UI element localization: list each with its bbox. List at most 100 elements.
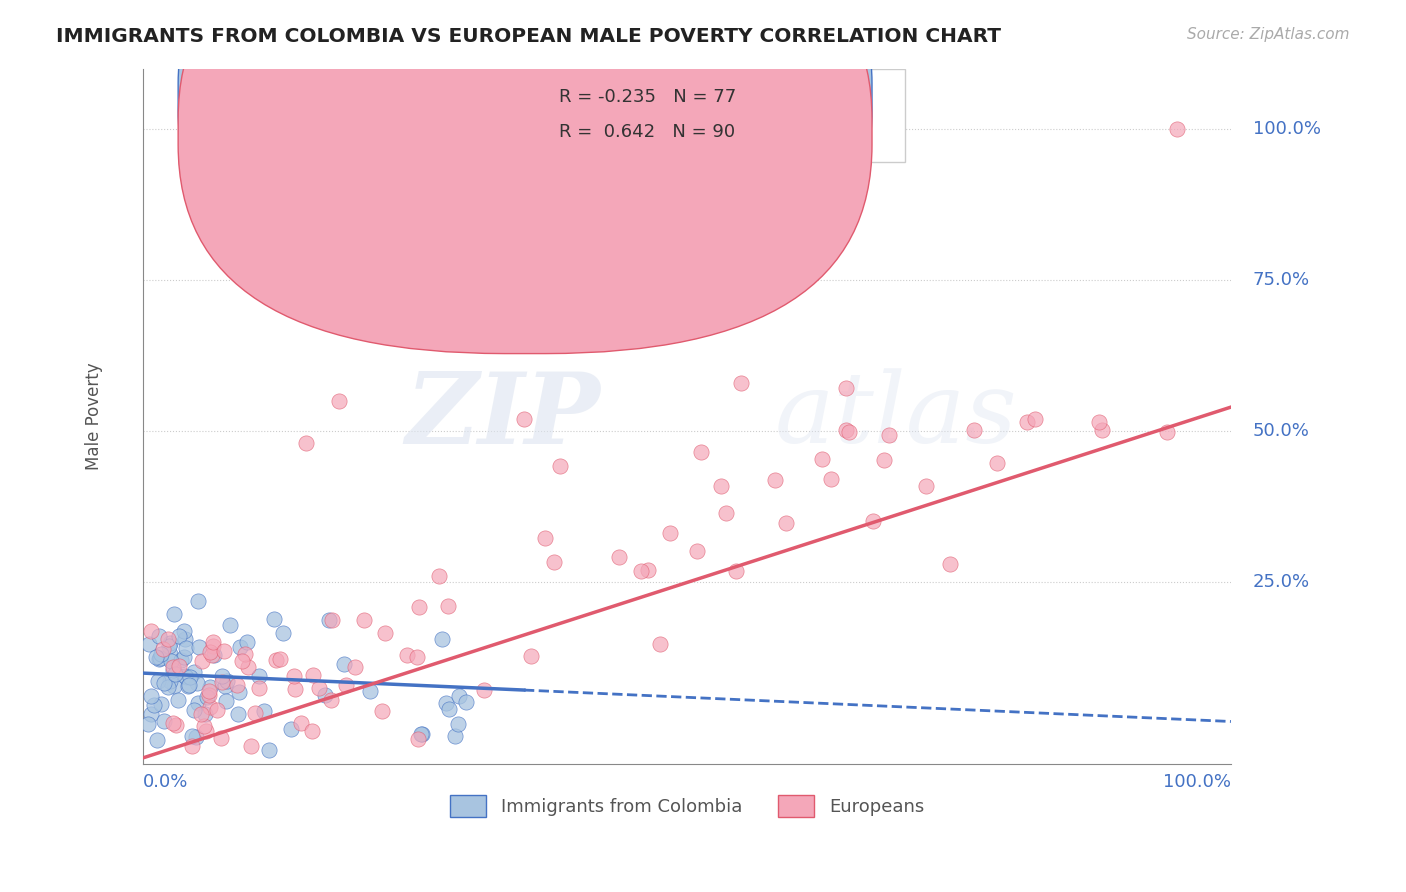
Point bbox=[142, 698, 165, 712]
Point bbox=[229, 640, 252, 654]
Point bbox=[167, 693, 190, 707]
Text: R = -0.235   N = 77: R = -0.235 N = 77 bbox=[558, 88, 735, 106]
Point bbox=[160, 654, 183, 668]
Text: R =  0.642   N = 90: R = 0.642 N = 90 bbox=[558, 123, 735, 141]
Point bbox=[472, 682, 495, 697]
Text: 100.0%: 100.0% bbox=[1253, 120, 1320, 138]
Point bbox=[264, 653, 287, 667]
Text: 75.0%: 75.0% bbox=[1253, 271, 1310, 289]
Point bbox=[321, 613, 343, 627]
Point bbox=[195, 724, 218, 739]
Point bbox=[986, 456, 1008, 470]
Point bbox=[228, 684, 250, 698]
Point bbox=[209, 731, 232, 746]
Point bbox=[180, 739, 202, 753]
Point bbox=[201, 634, 224, 648]
Point bbox=[162, 660, 184, 674]
Point bbox=[181, 729, 204, 743]
Legend: Immigrants from Colombia, Europeans: Immigrants from Colombia, Europeans bbox=[443, 788, 931, 824]
Point bbox=[198, 699, 221, 714]
Point bbox=[271, 626, 294, 640]
Text: atlas: atlas bbox=[775, 368, 1017, 464]
Point bbox=[283, 681, 305, 696]
Point bbox=[257, 742, 280, 756]
Point bbox=[534, 531, 557, 545]
Point bbox=[173, 624, 195, 638]
Point bbox=[235, 635, 257, 649]
Point bbox=[165, 718, 187, 732]
Point bbox=[763, 473, 786, 487]
Point bbox=[710, 479, 733, 493]
Point bbox=[194, 707, 217, 722]
Point bbox=[430, 632, 453, 647]
Point bbox=[162, 716, 184, 731]
Point bbox=[730, 376, 752, 390]
Point bbox=[690, 444, 713, 458]
Text: ZIP: ZIP bbox=[405, 368, 600, 465]
Point bbox=[353, 613, 375, 627]
Point bbox=[139, 624, 162, 639]
Point bbox=[202, 639, 225, 653]
Point bbox=[226, 707, 249, 722]
Point bbox=[159, 647, 181, 661]
Point bbox=[174, 670, 197, 684]
Text: Male Poverty: Male Poverty bbox=[86, 362, 104, 470]
Point bbox=[835, 423, 858, 437]
Point bbox=[211, 674, 233, 689]
Point bbox=[427, 569, 450, 583]
Point bbox=[447, 690, 470, 704]
Point bbox=[321, 693, 343, 707]
Point bbox=[630, 564, 652, 578]
Point bbox=[187, 640, 209, 654]
FancyBboxPatch shape bbox=[481, 69, 904, 162]
Point bbox=[820, 472, 842, 486]
Point bbox=[263, 612, 285, 626]
Point bbox=[205, 702, 228, 716]
Point bbox=[183, 665, 205, 680]
Point bbox=[157, 639, 180, 653]
Point bbox=[963, 423, 986, 437]
FancyBboxPatch shape bbox=[179, 0, 872, 353]
Point bbox=[548, 459, 571, 474]
Point bbox=[835, 381, 858, 395]
Point bbox=[838, 425, 860, 440]
Point bbox=[447, 717, 470, 731]
Point bbox=[247, 669, 270, 683]
Point bbox=[290, 715, 312, 730]
Point bbox=[406, 732, 429, 747]
Point bbox=[217, 673, 239, 688]
Point bbox=[156, 680, 179, 694]
Point bbox=[191, 654, 214, 668]
Point bbox=[1088, 415, 1111, 429]
Point bbox=[138, 637, 160, 651]
Point bbox=[280, 722, 302, 736]
Point bbox=[162, 663, 184, 677]
Point bbox=[520, 649, 543, 664]
Point bbox=[359, 684, 381, 698]
Text: IMMIGRANTS FROM COLOMBIA VS EUROPEAN MALE POVERTY CORRELATION CHART: IMMIGRANTS FROM COLOMBIA VS EUROPEAN MAL… bbox=[56, 27, 1001, 45]
Point bbox=[686, 544, 709, 558]
Point bbox=[247, 681, 270, 695]
Point bbox=[183, 703, 205, 717]
Point bbox=[1166, 122, 1188, 136]
Point bbox=[253, 704, 276, 718]
Point bbox=[236, 659, 259, 673]
Point bbox=[409, 727, 432, 741]
Point bbox=[1017, 415, 1039, 429]
Point bbox=[1024, 412, 1046, 426]
Point bbox=[1156, 425, 1178, 439]
Point bbox=[159, 673, 181, 688]
Point bbox=[233, 647, 256, 661]
Text: 0.0%: 0.0% bbox=[143, 772, 188, 791]
Point bbox=[513, 412, 536, 426]
Point bbox=[343, 659, 366, 673]
Point bbox=[198, 688, 221, 702]
Point bbox=[176, 679, 198, 693]
Point bbox=[443, 729, 465, 743]
Point bbox=[456, 695, 478, 709]
Point bbox=[411, 726, 433, 740]
Point bbox=[607, 549, 630, 564]
Point bbox=[811, 451, 834, 466]
Point bbox=[437, 702, 460, 716]
Point bbox=[186, 676, 208, 690]
